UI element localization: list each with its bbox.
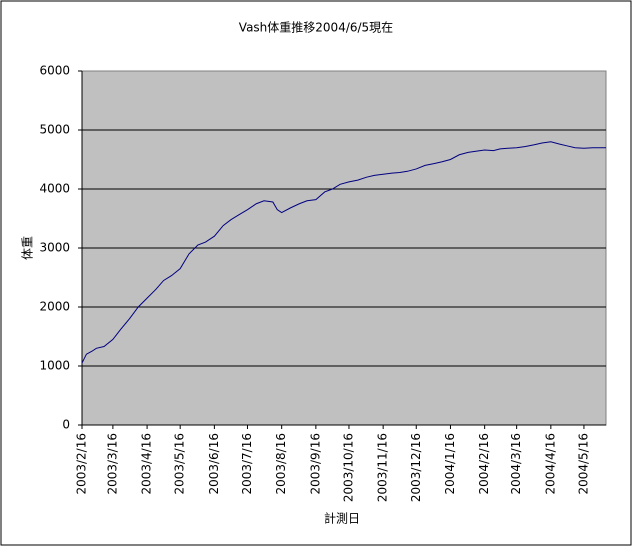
x-tick-label: 2004/5/16	[576, 433, 590, 495]
x-tick-label: 2004/2/16	[477, 433, 491, 495]
x-tick-label: 2003/9/16	[308, 433, 322, 495]
y-tick-label: 1000	[39, 359, 70, 373]
x-tick-label: 2003/8/16	[274, 433, 288, 495]
x-tick-label: 2003/6/16	[207, 433, 221, 495]
y-tick-label: 3000	[39, 241, 70, 255]
x-tick-label: 2004/3/16	[509, 433, 523, 495]
y-tick-label: 5000	[39, 123, 70, 137]
data-line	[81, 141, 606, 364]
x-tick-label: 2003/10/16	[341, 433, 355, 502]
x-tick-label: 2003/11/16	[376, 433, 390, 502]
x-tick-label: 2003/7/16	[240, 433, 254, 495]
y-tick-label: 4000	[39, 182, 70, 196]
x-tick-label: 2003/12/16	[409, 433, 423, 502]
y-tick-label: 2000	[39, 300, 70, 314]
x-tick-label: 2003/4/16	[140, 433, 154, 495]
x-tick-label: 2003/3/16	[105, 433, 119, 495]
y-axis-label: 体重	[21, 236, 35, 260]
x-tick-label: 2004/4/16	[543, 433, 557, 495]
x-axis-label: 計測日	[324, 511, 360, 526]
y-tick-label: 6000	[39, 64, 70, 78]
x-tick-label: 2003/2/16	[75, 433, 89, 495]
x-tick-label: 2003/5/16	[173, 433, 187, 495]
chart-title: Vash体重推移2004/6/5現在	[239, 21, 393, 35]
y-tick-label: 0	[62, 418, 70, 432]
x-tick-label: 2004/1/16	[443, 433, 457, 495]
